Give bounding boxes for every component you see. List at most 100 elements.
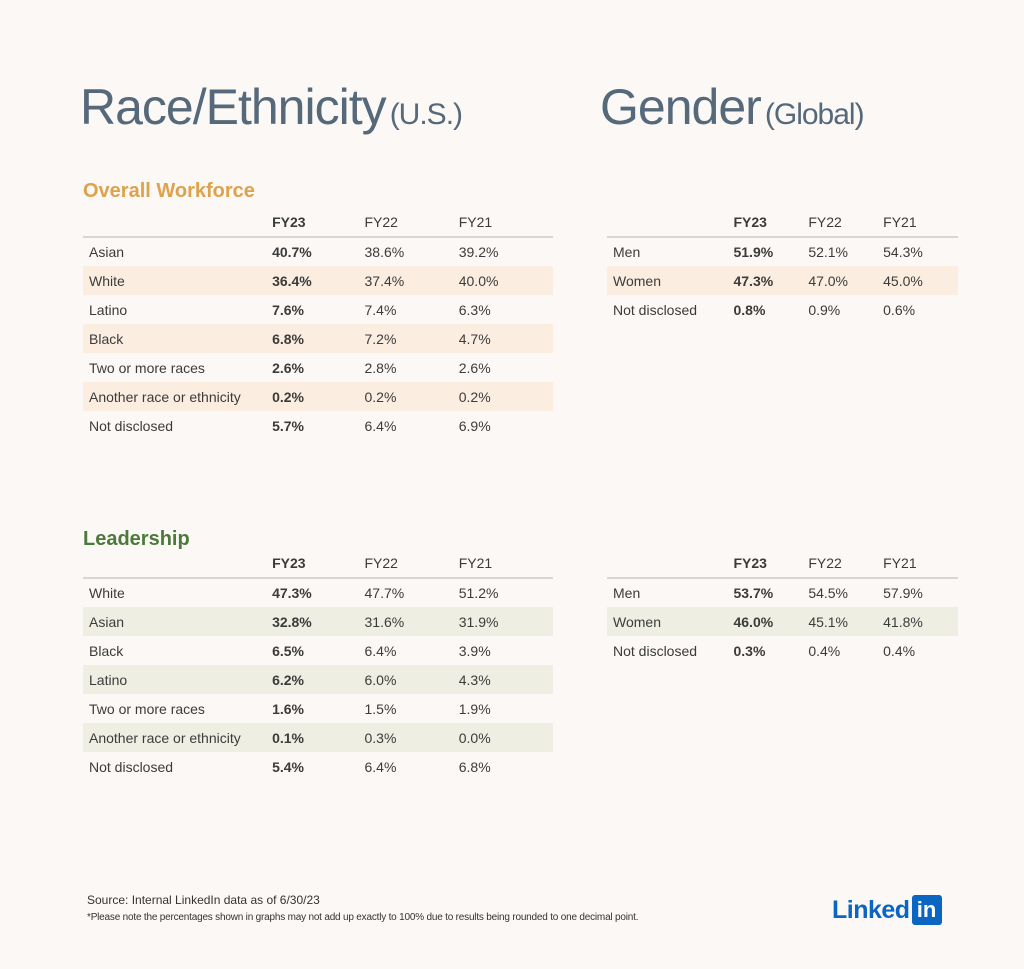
footer: Source: Internal LinkedIn data as of 6/3…	[87, 893, 638, 923]
table-row: Another race or ethnicity 0.1% 0.3% 0.0%	[83, 723, 553, 752]
table-row: Black 6.5% 6.4% 3.9%	[83, 636, 553, 665]
cell-fy23: 36.4%	[270, 266, 365, 295]
gender-title-sub: (Global)	[764, 98, 865, 131]
cell-fy21: 31.9%	[458, 607, 553, 636]
table-row: Not disclosed 0.3% 0.4% 0.4%	[607, 636, 958, 665]
column-header-fy21: FY21	[458, 548, 553, 579]
gender-title: Gender (Global)	[600, 78, 865, 136]
row-label: White	[89, 585, 125, 601]
row-label: Another race or ethnicity	[83, 382, 271, 411]
cell-fy23: 2.6%	[272, 359, 304, 376]
cell-fy23: 0.3%	[733, 642, 766, 659]
row-label: Not disclosed	[613, 301, 698, 318]
race-ethnicity-title: Race/Ethnicity (U.S.)	[80, 78, 463, 136]
column-header-fy23: FY23	[270, 207, 365, 238]
row-label: Not disclosed	[89, 417, 174, 434]
gender-overall-table: FY23 FY22 FY21 Men 51.9% 52.1% 54.3% Women 47.3%…	[607, 207, 958, 324]
cell-fy21: 2.6%	[458, 359, 491, 376]
cell-fy23: 53.7%	[733, 585, 774, 601]
table-row: White 36.4% 37.4% 40.0%	[83, 266, 553, 295]
column-header-fy22: FY22	[364, 207, 459, 238]
row-label: Another race or ethnicity	[83, 723, 271, 752]
race-overall-table: FY23 FY22 FY21 Asian 40.7% 38.6% 39.2% White 36.…	[83, 207, 553, 440]
cell-fy22: 38.6%	[364, 244, 405, 260]
cell-fy21: 0.2%	[458, 382, 553, 411]
cell-fy23: 51.9%	[733, 244, 774, 260]
cell-fy23: 5.4%	[272, 758, 304, 775]
overall-workforce-heading: Overall Workforce	[83, 180, 255, 202]
column-header-fy22: FY22	[364, 548, 459, 579]
row-label: Asian	[83, 607, 271, 636]
cell-fy23: 6.2%	[270, 665, 365, 694]
table-row: Latino 7.6% 7.4% 6.3%	[83, 295, 553, 324]
row-label: White	[83, 266, 271, 295]
row-label: Black	[89, 642, 124, 659]
gender-leadership-table: FY23 FY22 FY21 Men 53.7% 54.5% 57.9% Women 46.0%…	[607, 548, 958, 665]
header-blank	[607, 207, 734, 238]
race-leadership-table: FY23 FY22 FY21 White 47.3% 47.7% 51.2% Asian 32.…	[83, 548, 553, 781]
cell-fy21: 0.4%	[883, 642, 916, 659]
cell-fy22: 7.4%	[364, 301, 397, 318]
row-label: Not disclosed	[89, 758, 174, 775]
row-label: Women	[607, 266, 734, 295]
cell-fy23: 47.3%	[272, 585, 312, 601]
cell-fy22: 2.8%	[364, 359, 397, 376]
table-row: Men 51.9% 52.1% 54.3%	[607, 237, 958, 266]
cell-fy21: 0.0%	[458, 723, 553, 752]
cell-fy23: 40.7%	[272, 244, 312, 260]
row-label: Asian	[89, 244, 125, 260]
row-label: Not disclosed	[613, 642, 698, 659]
linkedin-logo: Linked in	[832, 895, 942, 925]
cell-fy21: 6.8%	[458, 758, 491, 775]
cell-fy23: 46.0%	[733, 607, 809, 636]
cell-fy23: 7.6%	[272, 301, 304, 318]
header-blank	[83, 548, 271, 579]
cell-fy22: 1.5%	[364, 700, 397, 717]
cell-fy21: 39.2%	[458, 244, 499, 260]
table-row: Two or more races 1.6% 1.5% 1.9%	[83, 694, 553, 723]
row-label: Men	[613, 585, 641, 601]
cell-fy23: 6.8%	[270, 324, 365, 353]
cell-fy23: 1.6%	[272, 700, 304, 717]
cell-fy22: 45.1%	[808, 607, 884, 636]
cell-fy23: 6.5%	[272, 642, 304, 659]
cell-fy22: 0.3%	[364, 723, 459, 752]
column-header-fy21: FY21	[883, 548, 958, 579]
cell-fy21: 6.3%	[458, 301, 491, 318]
row-label: Latino	[83, 665, 271, 694]
cell-fy22: 0.2%	[364, 382, 459, 411]
cell-fy21: 0.6%	[883, 301, 916, 318]
cell-fy22: 6.4%	[364, 642, 397, 659]
gender-title-main: Gender	[600, 79, 762, 135]
cell-fy21: 6.9%	[458, 417, 491, 434]
row-label: Black	[83, 324, 271, 353]
table-row: Latino 6.2% 6.0% 4.3%	[83, 665, 553, 694]
cell-fy21: 1.9%	[458, 700, 491, 717]
row-label: Two or more races	[89, 700, 205, 717]
header-row: FY23 FY22 FY21	[607, 207, 958, 238]
leadership-heading: Leadership	[83, 528, 190, 550]
cell-fy23: 32.8%	[270, 607, 365, 636]
logo-in-box: in	[911, 895, 942, 925]
table-row: Women 46.0% 45.1% 41.8%	[607, 607, 958, 636]
table-row: Black 6.8% 7.2% 4.7%	[83, 324, 553, 353]
cell-fy22: 47.7%	[364, 585, 405, 601]
cell-fy21: 4.3%	[458, 665, 553, 694]
race-title-sub: (U.S.)	[389, 98, 463, 131]
cell-fy22: 47.0%	[808, 266, 884, 295]
cell-fy21: 4.7%	[458, 324, 553, 353]
cell-fy22: 6.4%	[364, 758, 397, 775]
cell-fy23: 47.3%	[733, 266, 809, 295]
cell-fy21: 3.9%	[458, 642, 491, 659]
table-row: White 47.3% 47.7% 51.2%	[83, 578, 553, 607]
cell-fy22: 52.1%	[808, 244, 849, 260]
cell-fy21: 40.0%	[458, 266, 553, 295]
row-label: Women	[607, 607, 734, 636]
race-title-main: Race/Ethnicity	[80, 79, 387, 135]
cell-fy22: 0.4%	[808, 642, 841, 659]
cell-fy22: 37.4%	[364, 266, 459, 295]
row-label: Men	[613, 244, 641, 260]
cell-fy21: 41.8%	[883, 607, 958, 636]
header-row: FY23 FY22 FY21	[607, 548, 958, 579]
row-label: Two or more races	[89, 359, 205, 376]
